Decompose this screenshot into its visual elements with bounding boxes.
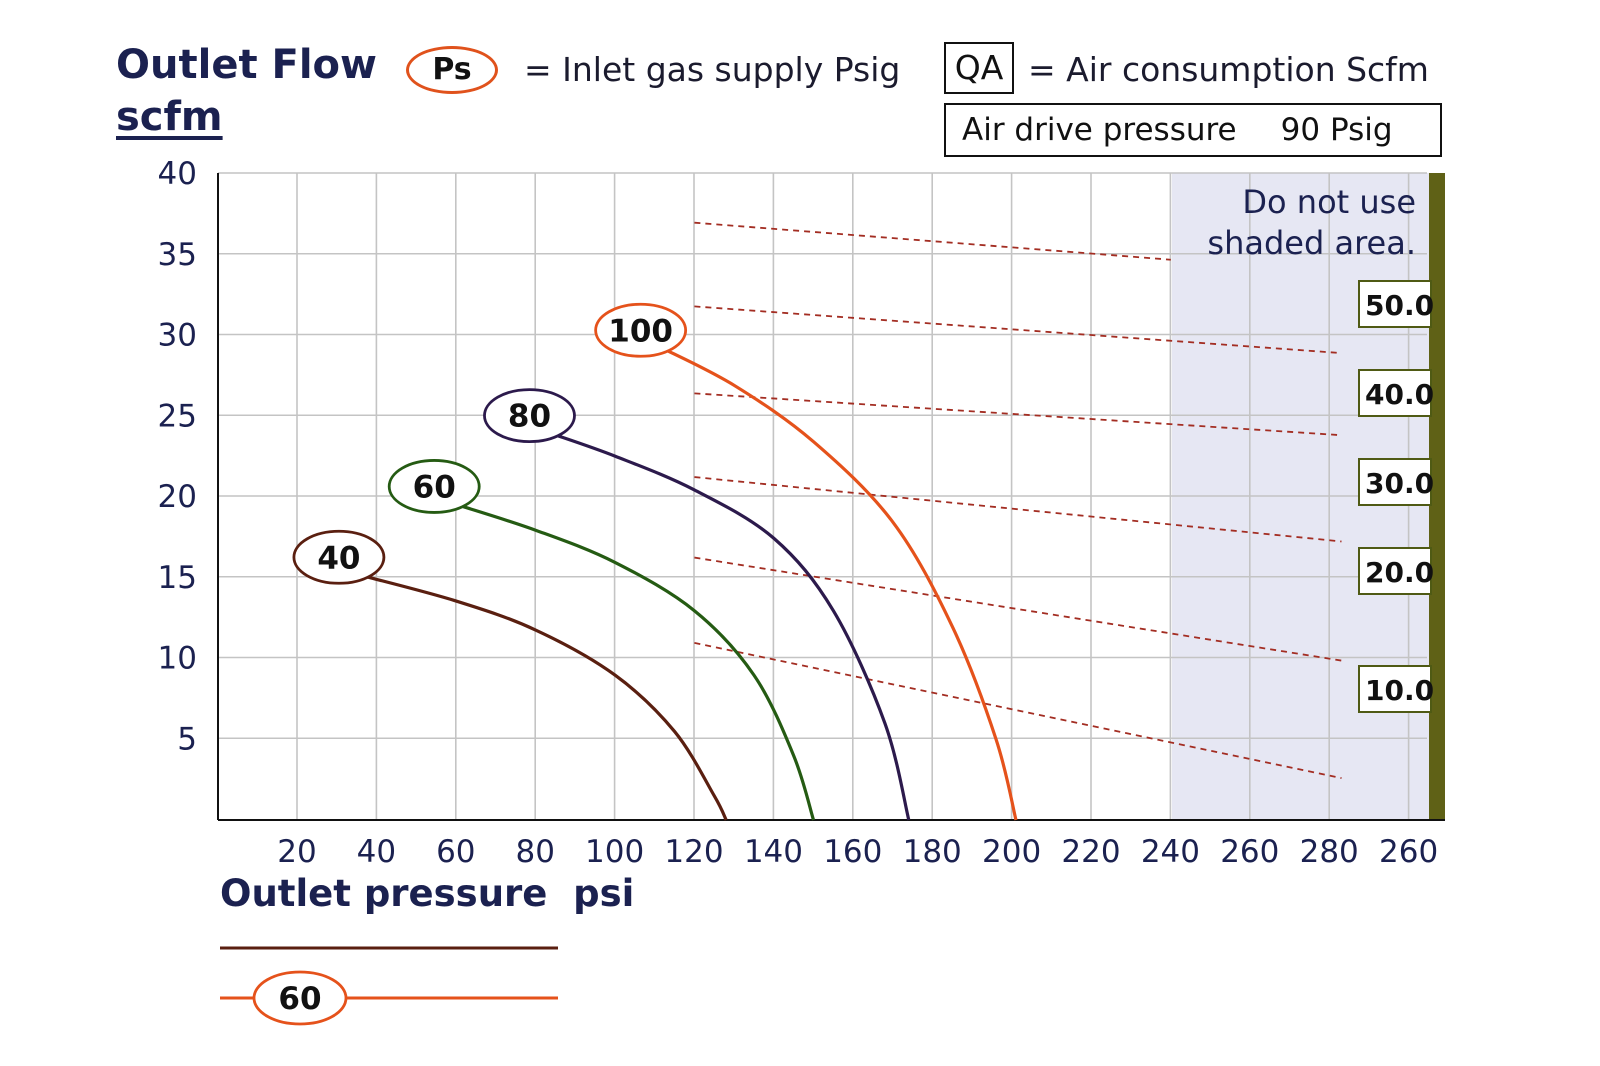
x-tick-label: 240 — [1141, 834, 1200, 870]
x-axis-label: Outlet pressure — [220, 872, 548, 915]
x-tick-label: 180 — [903, 834, 962, 870]
x-tick-label: 260 — [1379, 834, 1438, 870]
y-tick-label: 10 — [158, 641, 197, 677]
series-label-oval — [292, 529, 386, 585]
air-drive-label: Air drive pressure — [962, 112, 1237, 148]
series-label-oval — [387, 459, 481, 514]
y-tick-label: 20 — [158, 479, 197, 515]
air-drive-pressure-box: Air drive pressure 90 Psig — [944, 103, 1442, 157]
x-tick-label: 280 — [1300, 834, 1359, 870]
air-consumption-line — [694, 476, 1342, 543]
lower-legend-oval-label: 60 — [278, 981, 321, 1017]
lower-legend-oval — [252, 970, 348, 1026]
y-tick-label: 5 — [177, 721, 197, 757]
x-tick-label: 100 — [585, 834, 644, 870]
air-consumption-label: 30.0 — [1365, 467, 1434, 500]
series-label-100: 100 — [608, 313, 673, 349]
air-consumption-label: 10.0 — [1365, 674, 1434, 707]
x-tick-label: 220 — [1061, 834, 1120, 870]
x-tick-label: 40 — [357, 834, 396, 870]
series-label-80: 80 — [508, 399, 551, 435]
air-consumption-label: 20.0 — [1365, 556, 1434, 589]
x-tick-label: 60 — [436, 834, 475, 870]
series-line-80 — [550, 432, 911, 821]
x-tick-label: 200 — [982, 834, 1041, 870]
x-tick-label: 260 — [1220, 834, 1279, 870]
series-line-100 — [661, 346, 1018, 821]
y-tick-label: 30 — [158, 318, 197, 354]
y-tick-label: 35 — [158, 237, 197, 273]
series-label-60: 60 — [413, 469, 456, 505]
series-line-40 — [360, 573, 728, 821]
series-label-oval — [483, 388, 576, 444]
right-edge-bar — [1429, 173, 1445, 820]
x-tick-label: 20 — [277, 834, 316, 870]
air-consumption-line — [694, 305, 1342, 354]
y-tick-label: 15 — [158, 560, 197, 596]
y-axis-title: Outlet Flow — [116, 42, 377, 88]
series-label-40: 40 — [317, 540, 360, 576]
series-line-60 — [455, 502, 816, 821]
series-label-oval — [594, 302, 688, 358]
legend-qa-symbol: QA — [944, 42, 1014, 94]
air-consumption-label: 50.0 — [1365, 289, 1434, 322]
shaded-note-line2: shaded area. — [1207, 224, 1416, 262]
shaded-area-note: Do not use shaded area. — [1170, 182, 1416, 264]
legend-ps-symbol: Ps — [406, 46, 498, 94]
air-consumption-box — [1358, 280, 1432, 328]
y-axis-unit: scfm — [116, 94, 223, 140]
air-consumption-label: 40.0 — [1365, 378, 1434, 411]
shaded-note-line1: Do not use — [1242, 183, 1416, 221]
x-tick-label: 120 — [664, 834, 723, 870]
air-consumption-box — [1358, 458, 1432, 506]
x-axis-unit: psi — [573, 872, 635, 915]
air-consumption-box — [1358, 547, 1432, 595]
air-consumption-line — [694, 221, 1171, 261]
x-tick-label: 140 — [744, 834, 803, 870]
legend-ps-text: = Inlet gas supply Psig — [524, 50, 901, 89]
x-tick-label: 160 — [823, 834, 882, 870]
air-consumption-box — [1358, 369, 1432, 417]
y-tick-label: 25 — [158, 398, 197, 434]
air-consumption-line — [694, 642, 1342, 780]
air-consumption-box — [1358, 665, 1432, 713]
x-axis-title: Outlet pressure psi — [220, 872, 634, 915]
x-tick-label: 80 — [515, 834, 554, 870]
y-tick-label: 40 — [158, 156, 197, 192]
air-consumption-line — [694, 392, 1342, 437]
air-drive-value: 90 Psig — [1280, 112, 1393, 148]
legend-qa-text: = Air consumption Scfm — [1028, 50, 1429, 89]
